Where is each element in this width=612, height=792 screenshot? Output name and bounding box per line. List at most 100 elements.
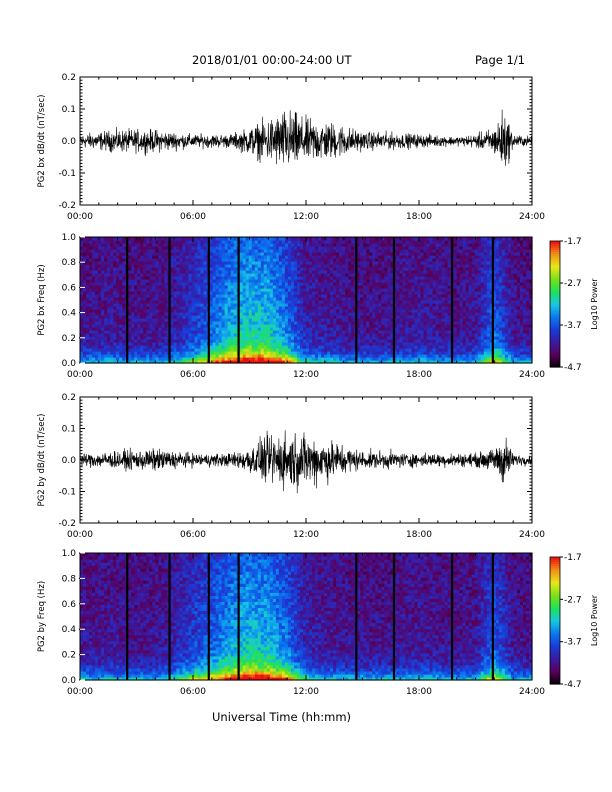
- spectrogram-cell: [197, 312, 202, 316]
- spectrogram-cell: [98, 270, 102, 274]
- spectrogram-cell: [405, 294, 410, 298]
- spectrogram-cell: [293, 336, 298, 340]
- spectrogram-cell: [272, 240, 277, 244]
- spectrogram-cell: [263, 333, 268, 337]
- spectrogram-cell: [164, 303, 168, 307]
- spectrogram-cell: [327, 306, 331, 310]
- spectrogram-cell: [155, 294, 159, 298]
- spectrogram-cell: [266, 246, 271, 250]
- spectrogram-cell: [321, 255, 325, 259]
- spectrogram-cell: [194, 282, 199, 286]
- spectrogram-cell: [411, 267, 416, 271]
- spectrogram-cell: [390, 312, 394, 316]
- spectrogram-cell: [266, 309, 271, 313]
- spectrogram-cell: [348, 330, 352, 334]
- spectrogram-cell: [342, 306, 346, 310]
- spectrogram-cell: [342, 321, 346, 325]
- spectrogram-cell: [405, 297, 410, 301]
- spectrogram-cell: [173, 348, 178, 352]
- spectrogram-cell: [155, 342, 159, 346]
- spectrogram-cell: [278, 246, 283, 250]
- spectrogram-cell: [405, 261, 410, 265]
- spectrogram-cell: [372, 357, 376, 361]
- spectrogram-cell: [351, 300, 355, 304]
- spectrogram-cell: [281, 270, 286, 274]
- spectrogram-cell: [330, 261, 334, 265]
- spectrogram-cell: [227, 354, 232, 358]
- spectrogram-cell: [104, 315, 108, 319]
- spectrogram-cell: [275, 255, 280, 259]
- spectrogram-cell: [89, 264, 93, 268]
- spectrogram-cell: [287, 318, 292, 322]
- spectrogram-cell: [161, 285, 165, 289]
- spectrogram-cell: [327, 321, 331, 325]
- spectrogram-cell: [384, 243, 388, 247]
- spectrogram-cell: [390, 303, 394, 307]
- spectrogram-cell: [161, 354, 165, 358]
- spectrogram-cell: [296, 252, 301, 256]
- spectrogram-cell: [122, 246, 126, 250]
- spectrogram-cell: [158, 336, 162, 340]
- spectrogram-cell: [98, 318, 102, 322]
- spectrogram-cell: [306, 255, 310, 259]
- spectrogram-cell: [423, 333, 428, 337]
- spectrogram-cell: [284, 261, 289, 265]
- spectrogram-cell: [405, 336, 410, 340]
- spectrogram-cell: [86, 351, 90, 355]
- spectrogram-cell: [321, 300, 325, 304]
- spectrogram-cell: [215, 249, 220, 253]
- spectrogram-cell: [128, 351, 132, 355]
- spectrogram-cell: [230, 258, 235, 262]
- spectrogram-cell: [417, 333, 422, 337]
- spectrogram-cell: [327, 282, 331, 286]
- spectrogram-cell: [200, 243, 205, 247]
- spectrogram-cell: [215, 360, 220, 364]
- spectrogram-cell: [318, 273, 322, 277]
- spectrogram-cell: [146, 294, 150, 298]
- spectrogram-cell: [375, 321, 379, 325]
- spectrogram-cell: [260, 264, 265, 268]
- spectrogram-cell: [143, 267, 147, 271]
- spectrogram-cell: [342, 303, 346, 307]
- spectrogram-cell: [104, 264, 108, 268]
- spectrogram-cell: [390, 297, 394, 301]
- spectrogram-cell: [221, 315, 226, 319]
- spectrogram-cell: [248, 330, 253, 334]
- spectrogram-cell: [254, 243, 259, 247]
- spectrogram-cell: [137, 243, 141, 247]
- spectrogram-cell: [140, 336, 144, 340]
- spectrogram-cell: [119, 255, 123, 259]
- spectrogram-cell: [200, 255, 205, 259]
- spectrogram-cell: [224, 330, 229, 334]
- spectrogram-cell: [191, 249, 196, 253]
- spectrogram-cell: [420, 246, 425, 250]
- spectrogram-cell: [86, 249, 90, 253]
- spectrogram-cell: [296, 276, 301, 280]
- spectrogram-cell: [215, 279, 220, 283]
- spectrogram-cell: [342, 270, 346, 274]
- spectrogram-cell: [83, 243, 87, 247]
- spectrogram-cell: [330, 345, 334, 349]
- spectrogram-cell: [227, 273, 232, 277]
- spectrogram-cell: [98, 357, 102, 361]
- spectrogram-cell: [399, 261, 404, 265]
- spectrogram-cell: [101, 282, 105, 286]
- spectrogram-cell: [411, 258, 416, 262]
- spectrogram-cell: [242, 282, 247, 286]
- spectrogram-cell: [417, 255, 422, 259]
- spectrogram-cell: [179, 321, 184, 325]
- spectrogram-cell: [116, 342, 120, 346]
- spectrogram-cell: [299, 324, 304, 328]
- spectrogram-cell: [248, 261, 253, 265]
- spectrogram-cell: [254, 276, 259, 280]
- spectrogram-cell: [161, 258, 165, 262]
- spectrogram-cell: [155, 261, 159, 265]
- spectrogram-cell: [405, 330, 410, 334]
- spectrogram-cell: [200, 351, 205, 355]
- spectrogram-cell: [230, 270, 235, 274]
- spectrogram-cell: [146, 339, 150, 343]
- spectrogram-cell: [357, 324, 361, 328]
- spectrogram-cell: [339, 246, 343, 250]
- spectrogram-cell: [203, 261, 208, 265]
- spectrogram-cell: [194, 249, 199, 253]
